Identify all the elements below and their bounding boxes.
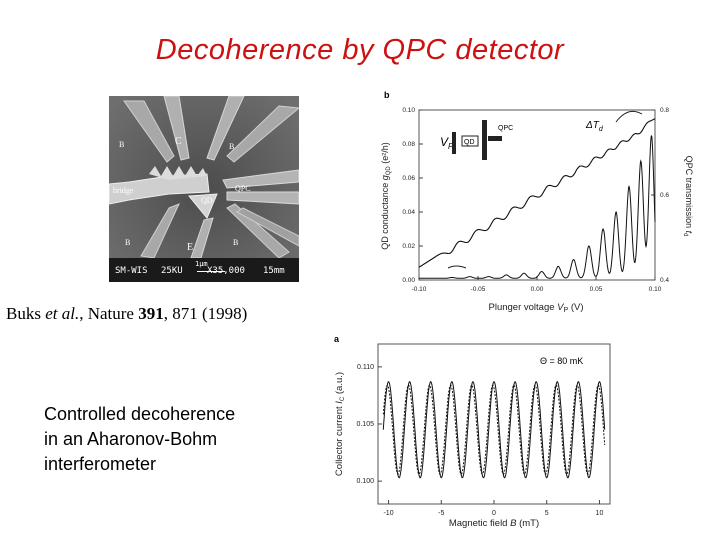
citation-pages-year: 871 (1998) (172, 304, 248, 323)
citation-journal: Nature (87, 304, 134, 323)
chart-b: b -0.10 -0.05 0.00 0.05 0.10 0.00 0.02 0.04 0.06… (380, 90, 694, 314)
chart-a-annotation: Θ = 80 mK (540, 356, 583, 366)
chart-a-ytick-label: 0.100 (356, 478, 374, 485)
chart-a-panel-label: a (334, 334, 340, 344)
chart-b-ytick-right-label: 0.8 (660, 107, 669, 114)
chart-b-ytick-right-label: 0.4 (660, 277, 669, 284)
chart-b-xlabel: Plunger voltage VP (V) (489, 302, 584, 314)
caption-line: in an Aharonov-Bohm (44, 429, 218, 449)
citation-authors: Buks (6, 304, 41, 323)
chart-b-inset-qd-box (461, 135, 479, 147)
chart-b-ytick-left-label: 0.08 (402, 141, 415, 148)
chart-b-ytick-right-label: 0.6 (660, 192, 669, 199)
chart-a-xtick-label: 5 (545, 510, 549, 517)
chart-b-xtick-label: 0.10 (649, 286, 662, 293)
chart-b-ylabel-left: QD conductance gQD (e²/h) (380, 142, 392, 250)
chart-a-ytick-label: 0.105 (356, 421, 374, 428)
chart-a-xtick-label: 10 (596, 510, 604, 517)
chart-b-xtick-label: 0.05 (590, 286, 603, 293)
chart-b-series-qpc-transmission (418, 118, 656, 268)
chart-b-arrow-left (447, 265, 467, 269)
chart-b-panel-label: b (384, 90, 390, 100)
chart-b-xtick-label: -0.05 (471, 286, 486, 293)
chart-a-xtick-label: -10 (383, 510, 393, 517)
chart-b-series-qd-conductance (419, 135, 656, 279)
chart-b-ytick-left-label: 0.00 (402, 277, 415, 284)
chart-b-arrow-right (615, 110, 643, 123)
sem-bar-mid: 25KU (161, 266, 183, 276)
sem-bar-right: X35,000 (207, 266, 245, 276)
chart-b-xtick-label: 0.00 (531, 286, 544, 293)
chart-a: a -10 -5 0 5 10 0.100 0.105 0.110 Θ = 80 mK Mag… (334, 334, 611, 529)
caption-line: interferometer (44, 454, 157, 474)
sem-label-qpc: QPC (235, 184, 251, 193)
chart-b-ytick-left-label: 0.04 (402, 209, 415, 216)
citation-etal: et al. (45, 304, 80, 323)
chart-b-ylabel-right: QPC transmission td (682, 156, 694, 237)
sem-bar-tail: 15mm (263, 266, 285, 276)
chart-a-xtick-label: -5 (438, 510, 444, 517)
chart-a-xlabel: Magnetic field B (mT) (449, 518, 539, 529)
chart-b-inset-qpc-gate (482, 120, 487, 160)
sem-label-b-left: B (119, 140, 125, 149)
sem-label-b-bottom-left: B (125, 238, 131, 247)
chart-a-ytick-label: 0.110 (357, 364, 374, 371)
sem-structure-drawing (109, 96, 299, 282)
caption-line: Controlled decoherence (44, 404, 236, 424)
chart-b-plot-frame (418, 109, 656, 281)
chart-a-series-1 (382, 380, 606, 479)
sem-label-bridge: bridge (113, 186, 134, 195)
sem-label-b-right-top: B (229, 142, 235, 151)
chart-a-ylabel: Collector current IC (a.u.) (334, 372, 346, 476)
citation: Buks et al., Nature 391, 871 (1998) (6, 304, 248, 323)
chart-a-plot-frame (377, 343, 611, 505)
sem-label-c: C (175, 136, 182, 147)
sem-bar-left: SM-WIS (115, 266, 148, 276)
chart-b-inset-qpc-arm (488, 136, 502, 141)
chart-b-xtick-label: -0.10 (412, 286, 427, 293)
chart-a-xtick-label: 0 (492, 510, 496, 517)
chart-b-inset-qpc: QPC (498, 125, 513, 132)
slide-title: Decoherence by QPC detector (155, 34, 565, 66)
sem-label-qd: QD (201, 196, 213, 205)
sem-label-e: E (187, 242, 194, 253)
sem-info-bar: SM-WIS 25KU 1μm X35,000 15mm (109, 258, 299, 282)
sem-micrograph: B C B bridge QD QPC B E B SM-WIS 25KU 1μ… (109, 96, 299, 282)
sem-scale-bar-line (197, 271, 225, 272)
chart-b-inset-gate (452, 132, 456, 154)
chart-b-ytick-left-label: 0.02 (402, 243, 415, 250)
citation-volume: 391 (138, 304, 164, 323)
chart-b-ytick-left-label: 0.06 (402, 175, 415, 182)
caption: Controlled decoherence in an Aharonov-Bo… (44, 402, 284, 477)
sem-bar-scale: 1μm (195, 260, 208, 268)
chart-b-inset-qd: QD (464, 139, 475, 146)
chart-a-series-2 (382, 384, 606, 476)
chart-b-ytick-left-label: 0.10 (402, 107, 415, 114)
sem-label-b-bottom-right: B (233, 238, 239, 247)
